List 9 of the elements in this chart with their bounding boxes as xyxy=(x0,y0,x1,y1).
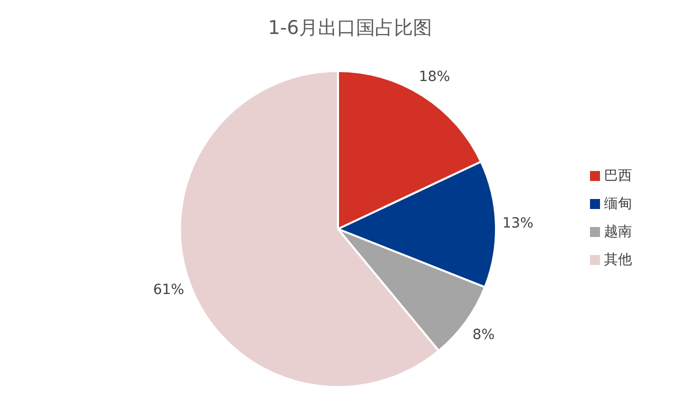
data-label: 18% xyxy=(418,69,450,86)
chart-title: 1-6月出口国占比图 xyxy=(266,16,434,41)
legend-label: 越南 xyxy=(604,224,632,240)
data-label: 8% xyxy=(472,326,495,343)
legend-label: 巴西 xyxy=(604,168,632,184)
data-label: 13% xyxy=(502,215,534,232)
legend-label: 缅甸 xyxy=(604,196,632,212)
data-label: 61% xyxy=(153,282,184,298)
legend-label: 其他 xyxy=(604,252,632,268)
